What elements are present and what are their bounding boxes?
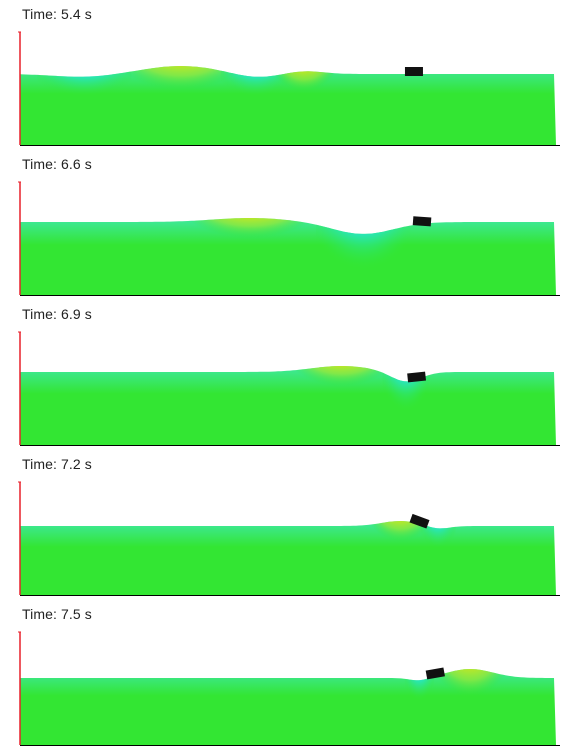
fluid-snapshot-canvas	[18, 481, 560, 596]
fluid-domain	[20, 366, 556, 445]
floating-body	[412, 216, 432, 227]
time-label: Time: 7.5 s	[22, 606, 92, 622]
fluid-snapshot-canvas	[18, 631, 560, 746]
snapshot-panel-5: Time: 7.5 s	[0, 600, 561, 750]
pressure-crest-blob	[121, 66, 240, 115]
pressure-crest-blob	[191, 218, 310, 259]
floating-body	[425, 667, 445, 680]
fluid-snapshot-canvas	[18, 31, 560, 146]
fluid-snapshot-canvas	[18, 331, 560, 446]
pressure-crest-blob	[434, 669, 506, 723]
snapshot-panel-4: Time: 7.2 s	[0, 450, 561, 600]
time-label: Time: 7.2 s	[22, 456, 92, 472]
snapshot-panel-3: Time: 6.9 s	[0, 300, 561, 450]
snapshot-panel-1: Time: 5.4 s	[0, 0, 561, 150]
pressure-crest-blob	[274, 66, 334, 112]
fluid-domain	[20, 218, 556, 295]
pressure-trough-blob	[315, 218, 411, 295]
fluid-domain	[20, 521, 556, 595]
time-label: Time: 6.9 s	[22, 306, 92, 322]
floating-body	[409, 513, 430, 529]
fluid-snapshot-canvas	[18, 181, 560, 296]
pressure-trough-blob	[404, 669, 435, 721]
snapshot-panel-2: Time: 6.6 s	[0, 150, 561, 300]
time-label: Time: 5.4 s	[22, 6, 92, 22]
pressure-trough-blob	[420, 521, 456, 569]
pressure-trough-blob	[382, 366, 430, 442]
time-label: Time: 6.6 s	[22, 156, 92, 172]
pressure-crest-blob	[294, 366, 389, 407]
floating-body	[404, 67, 423, 76]
pressure-trough-blob	[37, 66, 132, 117]
floating-body	[407, 371, 427, 383]
